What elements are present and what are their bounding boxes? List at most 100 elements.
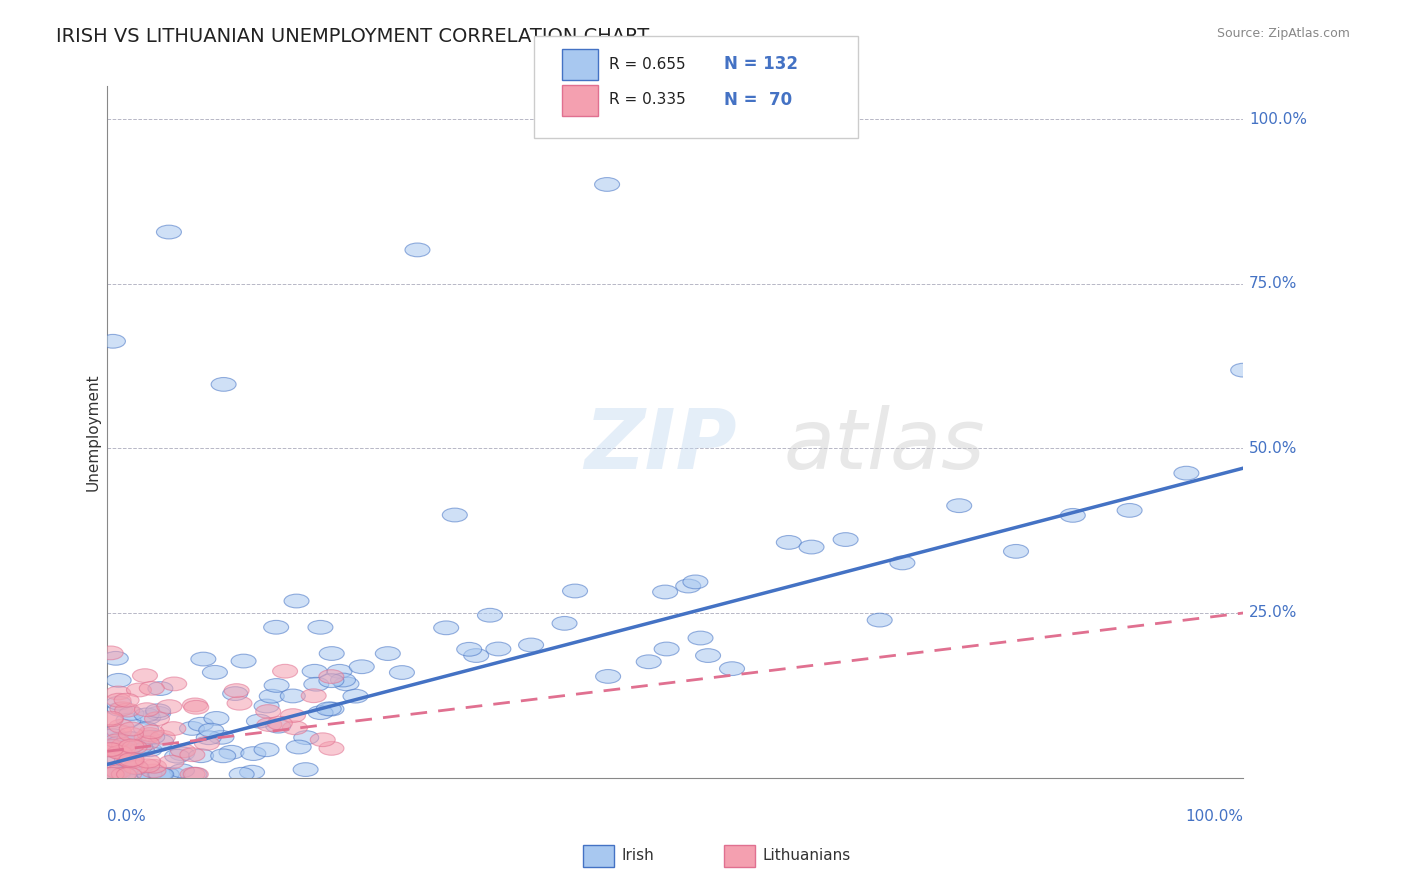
Ellipse shape (280, 690, 305, 703)
Text: N = 132: N = 132 (724, 55, 799, 73)
Y-axis label: Unemployment: Unemployment (86, 373, 100, 491)
Ellipse shape (111, 742, 135, 756)
Ellipse shape (254, 743, 278, 756)
Ellipse shape (159, 756, 184, 769)
Ellipse shape (98, 743, 124, 757)
Text: IRISH VS LITHUANIAN UNEMPLOYMENT CORRELATION CHART: IRISH VS LITHUANIAN UNEMPLOYMENT CORRELA… (56, 27, 650, 45)
Ellipse shape (301, 689, 326, 703)
Ellipse shape (375, 647, 401, 660)
Ellipse shape (149, 734, 173, 748)
Ellipse shape (127, 683, 152, 697)
Ellipse shape (294, 731, 319, 745)
Ellipse shape (98, 765, 124, 779)
Ellipse shape (107, 703, 132, 716)
Text: 25.0%: 25.0% (1249, 606, 1298, 621)
Ellipse shape (121, 732, 146, 746)
Ellipse shape (148, 767, 173, 781)
Ellipse shape (562, 584, 588, 598)
Ellipse shape (134, 708, 159, 722)
Ellipse shape (283, 721, 308, 735)
Ellipse shape (98, 713, 124, 727)
Ellipse shape (110, 702, 135, 715)
Ellipse shape (101, 767, 125, 781)
Ellipse shape (292, 763, 318, 776)
Ellipse shape (118, 727, 143, 741)
Text: ZIP: ZIP (585, 405, 737, 486)
Text: 50.0%: 50.0% (1249, 441, 1298, 456)
Ellipse shape (319, 702, 344, 716)
Ellipse shape (229, 767, 254, 781)
Ellipse shape (319, 647, 344, 660)
Ellipse shape (273, 665, 298, 678)
Ellipse shape (519, 638, 544, 652)
Ellipse shape (122, 740, 148, 754)
Ellipse shape (98, 646, 124, 660)
Ellipse shape (103, 651, 128, 665)
Ellipse shape (1118, 503, 1142, 517)
Ellipse shape (148, 681, 173, 696)
Ellipse shape (204, 712, 229, 725)
Ellipse shape (183, 767, 208, 781)
Ellipse shape (946, 499, 972, 513)
Ellipse shape (162, 677, 187, 690)
Ellipse shape (328, 665, 352, 678)
Ellipse shape (219, 746, 245, 759)
Ellipse shape (157, 699, 181, 714)
Ellipse shape (316, 702, 342, 715)
Ellipse shape (188, 717, 214, 731)
Ellipse shape (146, 706, 170, 720)
Ellipse shape (254, 699, 278, 713)
Ellipse shape (100, 767, 124, 781)
Ellipse shape (264, 679, 290, 692)
Ellipse shape (688, 632, 713, 645)
Ellipse shape (134, 736, 159, 750)
Ellipse shape (280, 709, 305, 723)
Ellipse shape (319, 673, 344, 688)
Ellipse shape (135, 755, 160, 768)
Ellipse shape (457, 642, 482, 657)
Ellipse shape (117, 767, 142, 781)
Ellipse shape (478, 608, 502, 622)
Ellipse shape (115, 741, 141, 756)
Ellipse shape (105, 686, 131, 700)
Ellipse shape (120, 753, 143, 766)
Ellipse shape (183, 698, 208, 712)
Ellipse shape (136, 767, 162, 781)
Ellipse shape (105, 673, 131, 687)
Ellipse shape (111, 767, 136, 781)
Ellipse shape (100, 749, 125, 763)
Ellipse shape (105, 764, 131, 779)
Ellipse shape (652, 585, 678, 599)
Ellipse shape (107, 736, 132, 750)
Ellipse shape (676, 579, 700, 593)
Ellipse shape (108, 731, 134, 745)
Ellipse shape (834, 533, 858, 547)
Ellipse shape (117, 731, 142, 745)
Ellipse shape (121, 767, 146, 781)
Ellipse shape (191, 652, 217, 666)
Ellipse shape (100, 729, 125, 743)
Ellipse shape (683, 575, 707, 589)
Text: 75.0%: 75.0% (1249, 277, 1298, 292)
Ellipse shape (105, 767, 131, 781)
Ellipse shape (146, 767, 172, 781)
Ellipse shape (134, 723, 159, 736)
Ellipse shape (160, 722, 186, 735)
Ellipse shape (115, 735, 141, 749)
Ellipse shape (553, 616, 576, 631)
Ellipse shape (868, 613, 893, 627)
Ellipse shape (264, 620, 288, 634)
Ellipse shape (226, 697, 252, 710)
Ellipse shape (134, 731, 159, 744)
Ellipse shape (180, 747, 205, 762)
Ellipse shape (596, 670, 620, 683)
Ellipse shape (343, 690, 368, 703)
Ellipse shape (136, 767, 162, 781)
Ellipse shape (256, 705, 281, 718)
Ellipse shape (224, 683, 249, 698)
Ellipse shape (138, 728, 162, 741)
Ellipse shape (304, 677, 329, 691)
Ellipse shape (240, 747, 266, 761)
Ellipse shape (284, 594, 309, 607)
Ellipse shape (149, 767, 174, 781)
